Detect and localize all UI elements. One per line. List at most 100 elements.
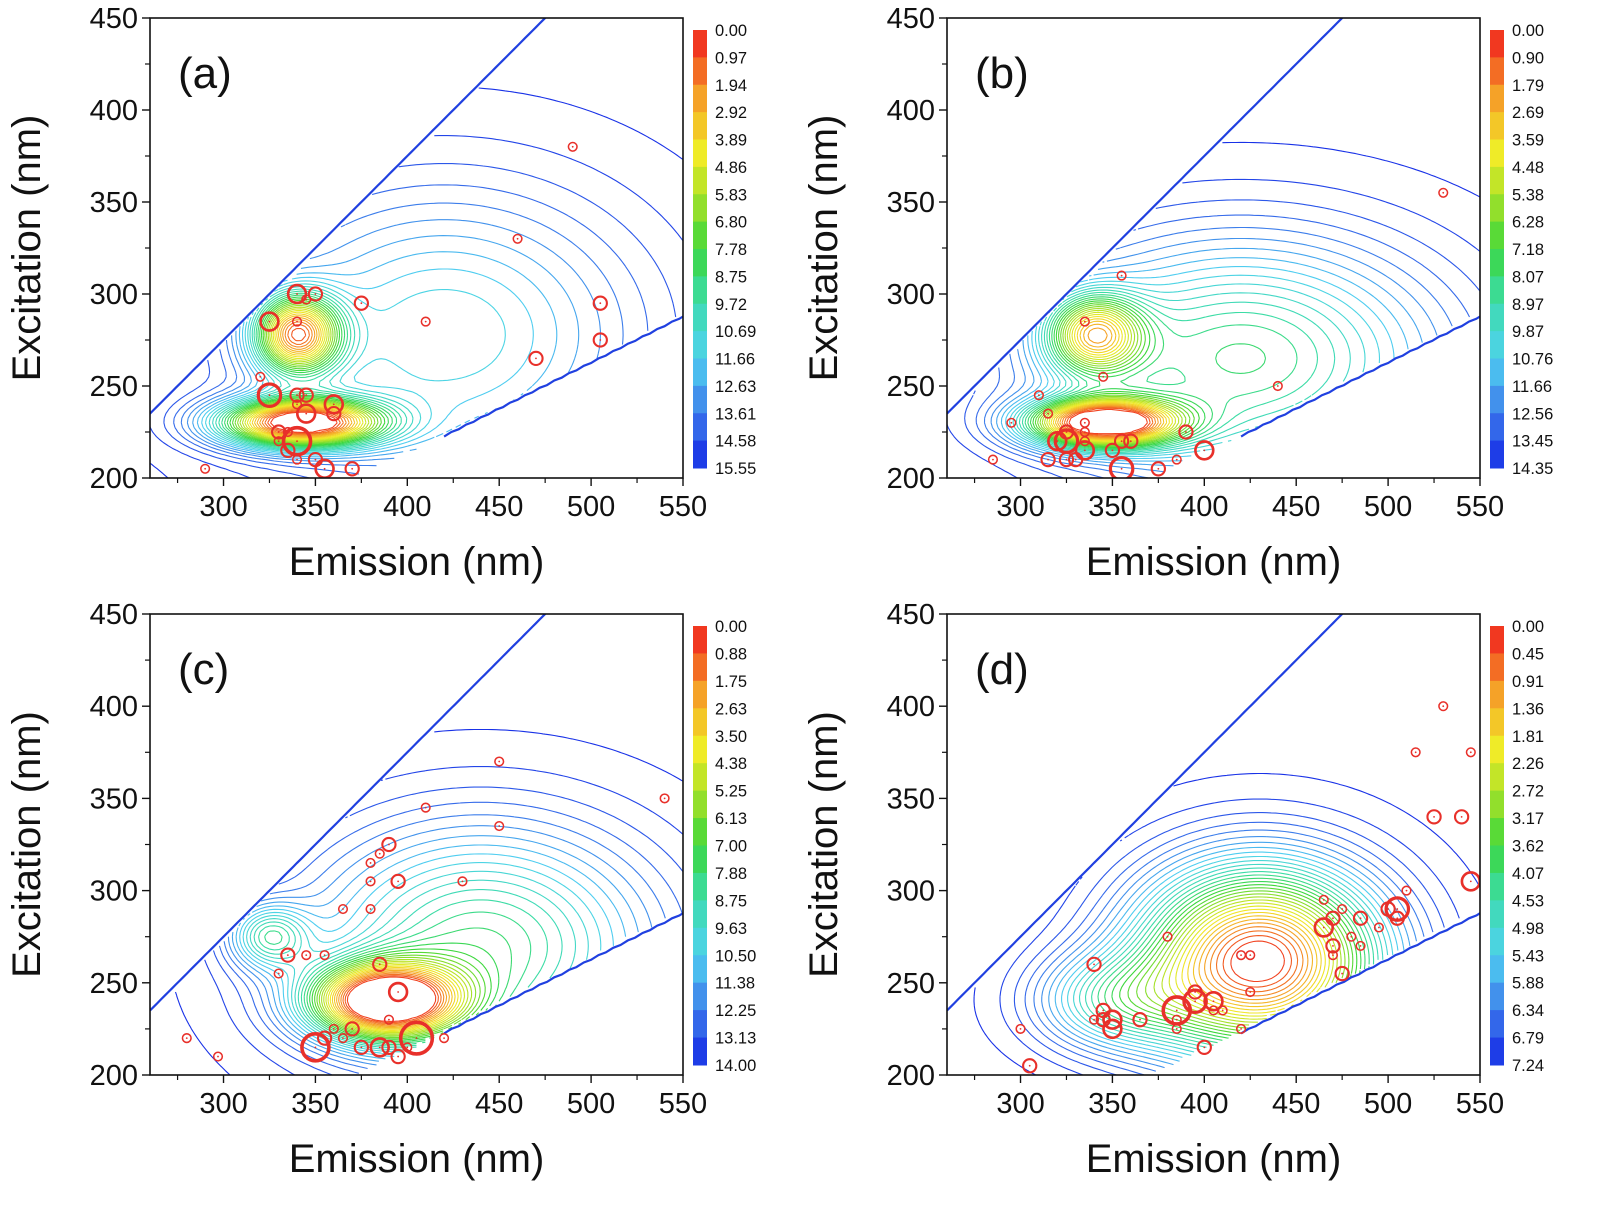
colorbar-label-13: 11.38	[715, 975, 755, 993]
data-point-14	[1074, 440, 1096, 461]
y-tick-label-1: 250	[887, 968, 935, 1000]
data-point-35	[1182, 988, 1208, 1015]
contour-level-18	[229, 298, 386, 446]
data-point-center-39	[1221, 1009, 1224, 1012]
colorbar-label-12: 11.66	[715, 351, 755, 369]
contour-level-3	[163, 162, 677, 478]
colorbar-segment-4	[693, 139, 707, 168]
data-point-center-26	[388, 1018, 390, 1021]
data-point-center-19	[1332, 954, 1334, 957]
data-point-center-24	[1203, 449, 1206, 452]
data-point-26	[383, 1014, 395, 1025]
colorbar-label-4: 3.59	[1512, 132, 1544, 150]
colorbar-segment-12	[1490, 955, 1504, 984]
data-point-14	[319, 950, 330, 961]
y-axis-label: Excitation (nm)	[802, 711, 846, 978]
rayleigh-second-order-line	[443, 911, 683, 1035]
colorbar-label-13: 12.63	[715, 378, 756, 396]
colorbar-label-10: 9.72	[715, 296, 747, 314]
contour-level-30	[259, 319, 350, 437]
colorbar-label-1: 0.45	[1512, 645, 1544, 663]
data-point-39	[1217, 1005, 1228, 1016]
colorbar-label-12: 10.50	[715, 947, 756, 965]
colorbar-label-5: 4.38	[715, 755, 747, 773]
x-tick-label-1: 350	[291, 1088, 339, 1120]
data-point-center-8	[1083, 421, 1086, 424]
scatter-points	[200, 141, 608, 478]
data-point-11	[1352, 910, 1369, 926]
data-point-center-4	[360, 302, 363, 305]
colorbar-segment-12	[693, 955, 707, 984]
contour-level-8	[1054, 846, 1405, 1062]
colorbar-label-7: 6.80	[715, 214, 747, 232]
panel-label: (d)	[975, 645, 1029, 694]
panel-d: 300 350 400 450 500 550 200 250 300 350 400 450 Emis…	[802, 599, 1544, 1181]
data-point-center-9	[1396, 917, 1399, 920]
data-point-center-5	[1469, 880, 1472, 883]
data-point-15	[273, 968, 284, 979]
contour-level-33	[1066, 407, 1151, 436]
y-tick-label-0: 200	[887, 463, 935, 495]
scatter-points	[987, 187, 1449, 478]
colorbar-label-10: 4.53	[1512, 892, 1544, 910]
contour-level-32	[342, 973, 442, 1025]
data-point-20	[1123, 433, 1139, 449]
contour-lines	[947, 614, 1480, 1075]
data-point-center-43	[1028, 1064, 1031, 1067]
colorbar-segment-1	[1490, 57, 1504, 86]
colorbar-segment-2	[1490, 84, 1504, 113]
colorbar-segment-14	[1490, 1010, 1504, 1039]
data-point-center-14	[1083, 449, 1086, 452]
colorbar-label-7: 6.13	[715, 810, 747, 828]
contour-level-7	[192, 235, 580, 460]
contour-level-29	[1198, 918, 1314, 1004]
y-tick-label-2: 300	[90, 279, 138, 311]
data-point-24	[280, 442, 296, 459]
data-point-13	[1355, 940, 1366, 951]
contour-level-7	[1048, 841, 1411, 1066]
data-point-0	[1438, 701, 1449, 712]
data-point-0	[259, 311, 280, 332]
data-point-9	[592, 295, 608, 311]
colorbar-segment-0	[693, 626, 707, 654]
data-point-center-20	[277, 431, 280, 433]
rayleigh-second-order-line	[1240, 315, 1480, 438]
data-point-14	[289, 387, 305, 403]
data-point-16	[372, 956, 388, 973]
colorbar-segment-13	[693, 982, 707, 1011]
colorbar-segment-6	[693, 790, 707, 819]
data-point-center-1	[424, 806, 427, 809]
colorbar-segment-13	[1490, 982, 1504, 1011]
data-point-29	[200, 463, 211, 474]
data-point-center-23	[1185, 431, 1187, 433]
colorbar-segment-7	[693, 221, 707, 250]
data-point-center-11	[1065, 440, 1068, 443]
y-tick-label-4: 400	[887, 691, 935, 723]
colorbar-label-16: 15.55	[715, 460, 756, 478]
contour-level-28	[1192, 915, 1318, 1008]
data-point-40	[1196, 1039, 1212, 1055]
colorbar-segment-3	[693, 112, 707, 140]
colorbar-label-16: 14.00	[715, 1057, 756, 1075]
colorbar-segment-9	[693, 276, 707, 305]
colorbar-label-11: 9.63	[715, 920, 747, 938]
data-point-center-34	[1175, 1028, 1178, 1030]
data-point-11	[365, 903, 376, 915]
colorbar-label-7: 6.28	[1512, 214, 1544, 232]
contour-level-23	[1161, 899, 1338, 1023]
data-point-27	[390, 1048, 406, 1065]
data-point-25	[381, 1039, 397, 1055]
colorbar-segment-11	[1490, 927, 1504, 956]
data-point-center-1	[1083, 320, 1086, 323]
contour-level-3	[964, 199, 1480, 478]
colorbar-segment-0	[1490, 626, 1504, 654]
contour-level-4	[975, 214, 1470, 478]
y-tick-label-4: 400	[90, 691, 138, 723]
colorbar-label-6: 5.38	[1512, 186, 1544, 204]
data-point-34	[1171, 1023, 1182, 1034]
data-point-17	[1040, 451, 1056, 468]
data-point-center-13	[268, 394, 271, 397]
x-tick-label-2: 400	[383, 491, 431, 523]
data-point-3	[1426, 809, 1442, 825]
data-point-15	[1313, 917, 1335, 938]
